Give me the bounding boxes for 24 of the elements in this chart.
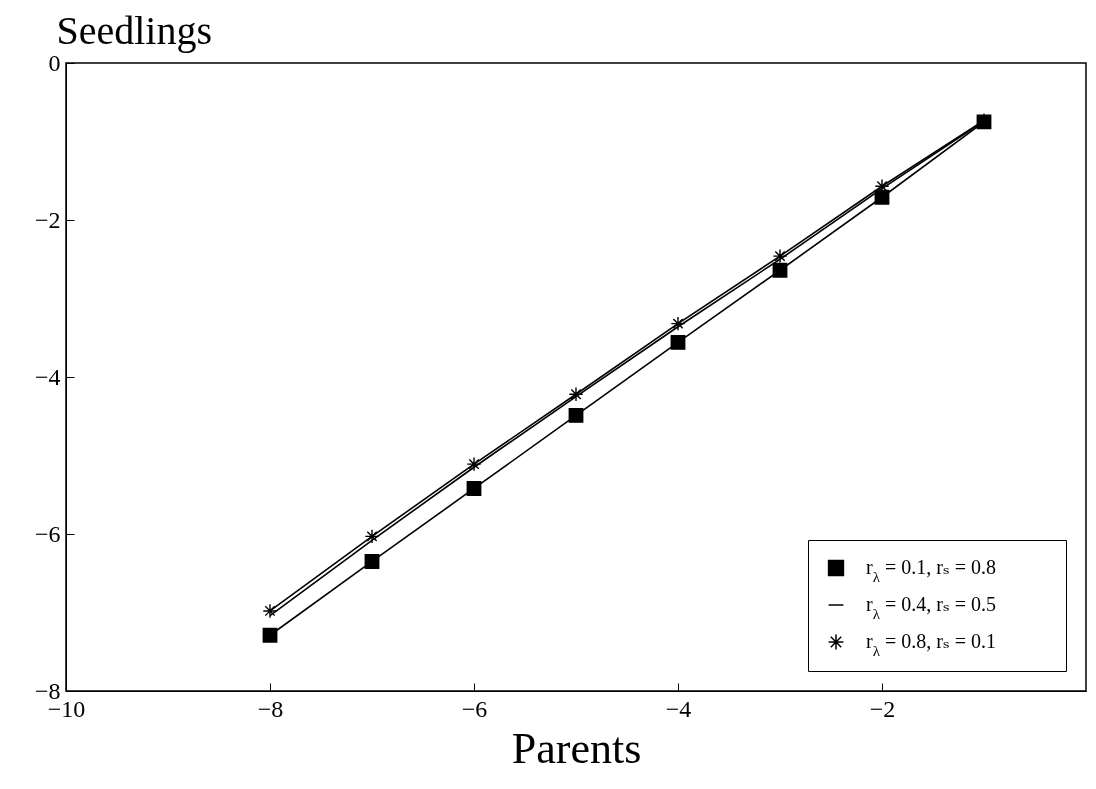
legend-label: r$_{λ}$ = 0.4, rₛ = 0.5 — [866, 593, 996, 622]
legend-label: r$_{λ}$ = 0.1, rₛ = 0.8 — [866, 556, 996, 585]
y-tick-label: −2 — [34, 206, 61, 233]
point — [670, 316, 686, 332]
point — [262, 603, 278, 619]
y-tick-label: −4 — [34, 363, 61, 390]
point — [262, 627, 278, 643]
x-tick-label: −6 — [461, 695, 488, 722]
y-tick-label: −6 — [34, 520, 61, 547]
point — [568, 408, 584, 423]
point — [364, 528, 380, 544]
point — [364, 554, 380, 569]
x-tick-label: −4 — [665, 695, 692, 722]
x-tick-label: −2 — [869, 695, 896, 722]
point — [874, 189, 890, 205]
x-axis-title: Parents — [511, 723, 642, 773]
point — [568, 386, 584, 402]
legend-label: r$_{λ}$ = 0.8, rₛ = 0.1 — [866, 630, 996, 659]
point — [772, 248, 788, 264]
point — [466, 481, 482, 496]
point — [670, 335, 686, 350]
point — [772, 262, 788, 278]
x-tick-label: −8 — [257, 695, 284, 722]
point — [466, 456, 482, 472]
